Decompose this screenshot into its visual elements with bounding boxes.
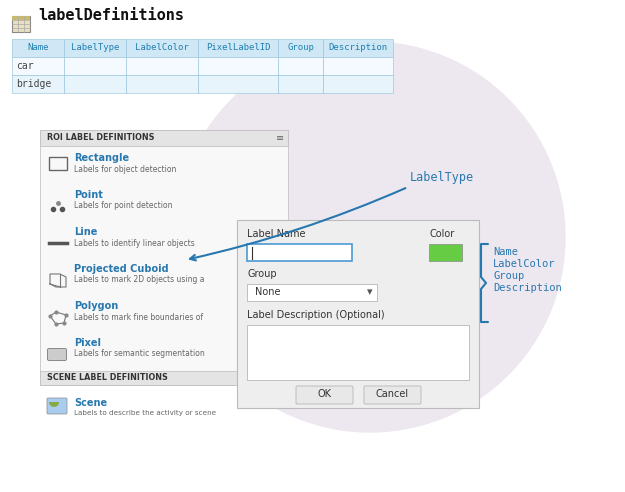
Text: Description: Description — [329, 43, 388, 53]
Bar — [278, 39, 323, 57]
Text: bridge: bridge — [16, 79, 51, 89]
Bar — [278, 75, 323, 93]
Text: Group: Group — [493, 271, 524, 281]
FancyBboxPatch shape — [296, 386, 353, 404]
Text: Label Name: Label Name — [247, 229, 306, 239]
Text: Labels for object detection: Labels for object detection — [74, 164, 176, 174]
Text: ▾: ▾ — [368, 287, 372, 297]
Bar — [198, 57, 278, 75]
Text: labelDefinitions: labelDefinitions — [38, 8, 184, 24]
Text: Point: Point — [74, 190, 103, 200]
Text: SCENE LABEL DEFINITIONS: SCENE LABEL DEFINITIONS — [47, 373, 168, 382]
Text: Labels to identify linear objects: Labels to identify linear objects — [74, 239, 195, 247]
Bar — [126, 57, 198, 75]
Text: Name: Name — [28, 43, 49, 53]
Bar — [12, 16, 30, 32]
Text: Labels for point detection: Labels for point detection — [74, 202, 172, 211]
Bar — [40, 130, 288, 385]
Text: ROI LABEL DEFINITIONS: ROI LABEL DEFINITIONS — [47, 133, 154, 143]
Bar — [429, 244, 462, 261]
Text: Labels to mark 2D objects using a: Labels to mark 2D objects using a — [74, 276, 204, 284]
Bar — [12, 16, 30, 20]
Text: PixelLabelID: PixelLabelID — [206, 43, 270, 53]
Text: Rectangle: Rectangle — [74, 153, 129, 163]
Bar — [64, 75, 126, 93]
Bar — [278, 57, 323, 75]
Text: LabelType: LabelType — [410, 171, 474, 184]
Bar — [12, 75, 64, 93]
Bar — [247, 244, 352, 261]
Bar — [12, 39, 64, 57]
Bar — [198, 39, 278, 57]
Text: Labels to mark fine boundaries of: Labels to mark fine boundaries of — [74, 312, 203, 321]
Bar — [237, 220, 479, 408]
Text: OK: OK — [318, 389, 331, 399]
FancyBboxPatch shape — [48, 348, 66, 361]
Text: Group: Group — [247, 269, 277, 279]
Text: Color: Color — [429, 229, 454, 239]
Text: Group: Group — [287, 43, 314, 53]
Text: Name: Name — [493, 247, 518, 257]
Bar — [40, 130, 288, 146]
Bar — [198, 75, 278, 93]
Bar — [323, 39, 393, 57]
Text: car: car — [16, 61, 34, 71]
Text: Description: Description — [493, 283, 562, 293]
Text: Cancel: Cancel — [376, 389, 409, 399]
Bar — [12, 57, 64, 75]
Text: Line: Line — [74, 227, 98, 237]
Text: Projected Cuboid: Projected Cuboid — [74, 264, 169, 274]
Bar — [323, 57, 393, 75]
Text: Scene: Scene — [74, 398, 107, 408]
Wedge shape — [49, 402, 59, 407]
FancyBboxPatch shape — [47, 398, 67, 414]
Text: Polygon: Polygon — [74, 301, 118, 311]
Text: None: None — [255, 287, 281, 297]
Text: Pixel: Pixel — [74, 338, 101, 348]
Bar — [247, 284, 377, 301]
Circle shape — [175, 42, 565, 432]
Bar — [247, 325, 469, 380]
Text: LabelColor: LabelColor — [135, 43, 189, 53]
Bar — [40, 371, 288, 385]
Bar — [126, 75, 198, 93]
Bar — [126, 39, 198, 57]
Bar — [64, 39, 126, 57]
FancyBboxPatch shape — [364, 386, 421, 404]
Bar — [323, 75, 393, 93]
Text: LabelColor: LabelColor — [493, 259, 556, 269]
Bar — [64, 57, 126, 75]
Text: Labels for semantic segmentation: Labels for semantic segmentation — [74, 349, 205, 359]
Text: Label Description (Optional): Label Description (Optional) — [247, 310, 384, 320]
Text: Labels to describe the activity or scene: Labels to describe the activity or scene — [74, 410, 216, 416]
Bar — [49, 157, 67, 170]
Text: LabelType: LabelType — [71, 43, 119, 53]
Text: ≡: ≡ — [276, 133, 284, 143]
